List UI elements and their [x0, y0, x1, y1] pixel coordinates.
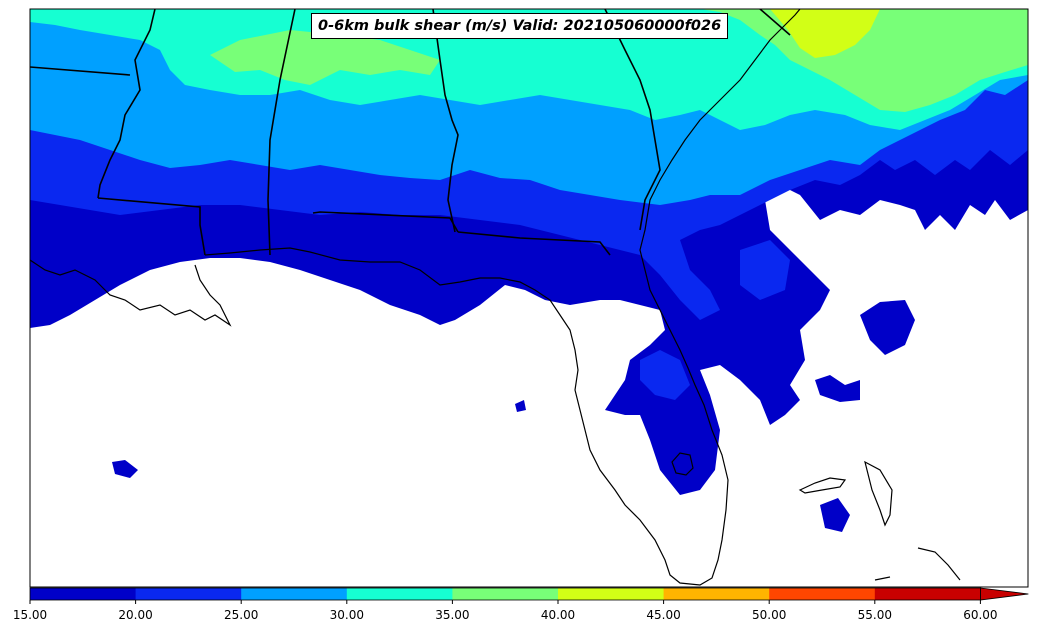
- shear-blob-ga-35-40: [210, 30, 440, 85]
- shear-blob-atlantic-2: [820, 498, 850, 532]
- shear-field: [30, 9, 1028, 587]
- shear-band-35-40: [700, 9, 1028, 112]
- colorbar-segment: [346, 588, 453, 600]
- colorbar-tick-label: 20.00: [118, 608, 153, 622]
- bahamas-1: [798, 477, 847, 494]
- colorbar-segment: [769, 588, 876, 600]
- border-ga-sc: [604, 9, 661, 231]
- colorbar-segment: [558, 588, 665, 600]
- shear-blob-atl-20-25: [740, 240, 790, 300]
- border-ms-river: [97, 9, 156, 199]
- colorbar: [29, 587, 1029, 604]
- colorbar-segment: [452, 588, 559, 600]
- border-ga-fl: [457, 231, 611, 256]
- coast-la: [30, 259, 232, 327]
- colorbar-segment: [241, 588, 348, 600]
- coastlines: [30, 9, 961, 586]
- shear-blob-fl-20-25: [640, 350, 690, 400]
- colorbar-tick-label: 45.00: [646, 608, 681, 622]
- shear-blob-atlantic-1: [860, 300, 915, 355]
- state-borders: [30, 9, 791, 256]
- colorbar-tick-label: 50.00: [752, 608, 787, 622]
- colorbar-segment: [135, 588, 242, 600]
- colorbar-segment: [874, 588, 981, 600]
- lake-okeechobee: [671, 452, 694, 476]
- colorbar-tick-label: 15.00: [12, 608, 48, 622]
- border-sc-nc: [759, 9, 791, 36]
- shear-band-40-45: [770, 9, 880, 58]
- map-frame: [29, 8, 1029, 588]
- colorbar-tick-label: 55.00: [857, 608, 892, 622]
- border-la-ms: [97, 197, 206, 256]
- colorbar-segment: [30, 588, 137, 600]
- colorbar-outline: [29, 587, 981, 601]
- border-ms-al: [267, 9, 296, 256]
- shear-blob-atlantic-3: [815, 375, 860, 402]
- border-al-ga: [432, 9, 459, 233]
- colorbar-tick-label: 40.00: [540, 608, 576, 622]
- bahamas-3: [917, 547, 961, 581]
- map-title: 0-6km bulk shear (m/s) Valid: 2021050600…: [311, 13, 729, 39]
- bahamas-2: [864, 460, 893, 527]
- colorbar-tick-label: 30.00: [329, 608, 364, 622]
- shear-blob-gulf-2: [515, 400, 526, 412]
- bahamas-4: [874, 576, 891, 581]
- border-ar-ms: [30, 66, 131, 76]
- colorbar-segment: [663, 588, 770, 600]
- coast-gulf: [204, 9, 801, 586]
- colorbar-tick-label: 60.00: [963, 608, 998, 622]
- shear-blob-gulf-1: [112, 460, 138, 478]
- colorbar-extend-arrow: [980, 587, 1029, 601]
- colorbar-tick-label: 35.00: [435, 608, 470, 622]
- colorbar-tick-label: 25.00: [224, 608, 259, 622]
